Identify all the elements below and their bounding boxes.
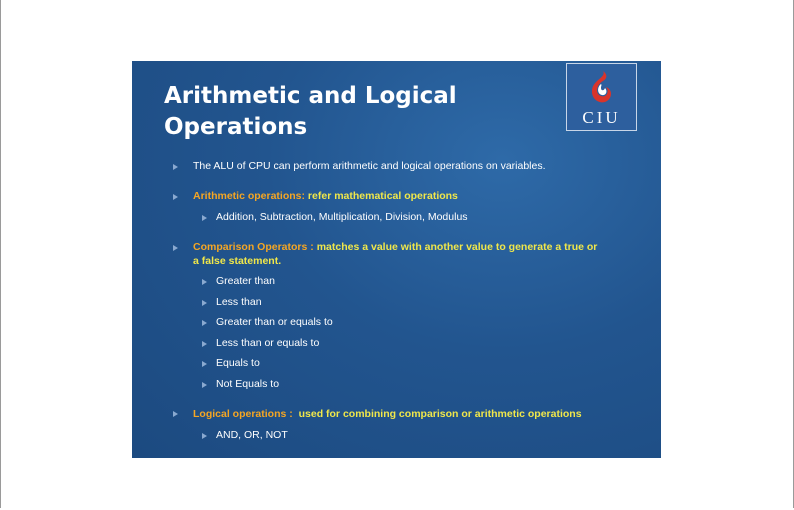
bullet-comparison: Comparison Operators : matches a value w… [193,241,597,254]
comparison-label: Comparison Operators : [193,241,314,253]
bullet-arithmetic: Arithmetic operations: refer mathematica… [193,190,458,203]
sub-bullet-marker [202,382,207,388]
bullet-logical: Logical operations : used for combining … [193,408,582,421]
comparison-item: Equals to [216,357,260,369]
comparison-item: Greater than or equals to [216,316,333,328]
arithmetic-label: Arithmetic operations: [193,190,306,202]
ciu-logo: CIU [566,63,637,131]
bullet-marker [173,245,178,251]
comparison-item: Greater than [216,275,275,287]
logical-sub: AND, OR, NOT [216,429,288,441]
title-line-1: Arithmetic and Logical [164,83,457,109]
comparison-text-1: matches a value with another value to ge… [313,241,598,253]
logical-text: used for combining comparison or arithme… [292,408,582,420]
sub-bullet-marker [202,215,207,221]
comparison-item: Less than or equals to [216,337,320,349]
bullet-alu: The ALU of CPU can perform arithmetic an… [193,160,546,172]
sub-bullet-marker [202,361,207,367]
slide: Arithmetic and Logical Operations CIU Th… [132,61,661,458]
sub-bullet-marker [202,433,207,439]
bullet-marker [173,194,178,200]
comparison-item: Less than [216,296,262,308]
sub-bullet-marker [202,320,207,326]
comparison-text-2: a false statement. [193,255,282,267]
sub-bullet-marker [202,341,207,347]
arithmetic-sub: Addition, Subtraction, Multiplication, D… [216,211,468,223]
logical-label: Logical operations : [193,408,293,420]
arithmetic-text: refer mathematical operations [305,190,458,202]
bullet-marker [173,164,178,170]
comparison-item: Not Equals to [216,378,280,390]
logo-text: CIU [582,108,621,127]
title-line-2: Operations [164,114,308,140]
sub-bullet-marker [202,300,207,306]
flame-icon [591,71,612,103]
slide-title: Arithmetic and Logical Operations [164,81,504,143]
bullet-marker [173,411,178,417]
sub-bullet-marker [202,279,207,285]
